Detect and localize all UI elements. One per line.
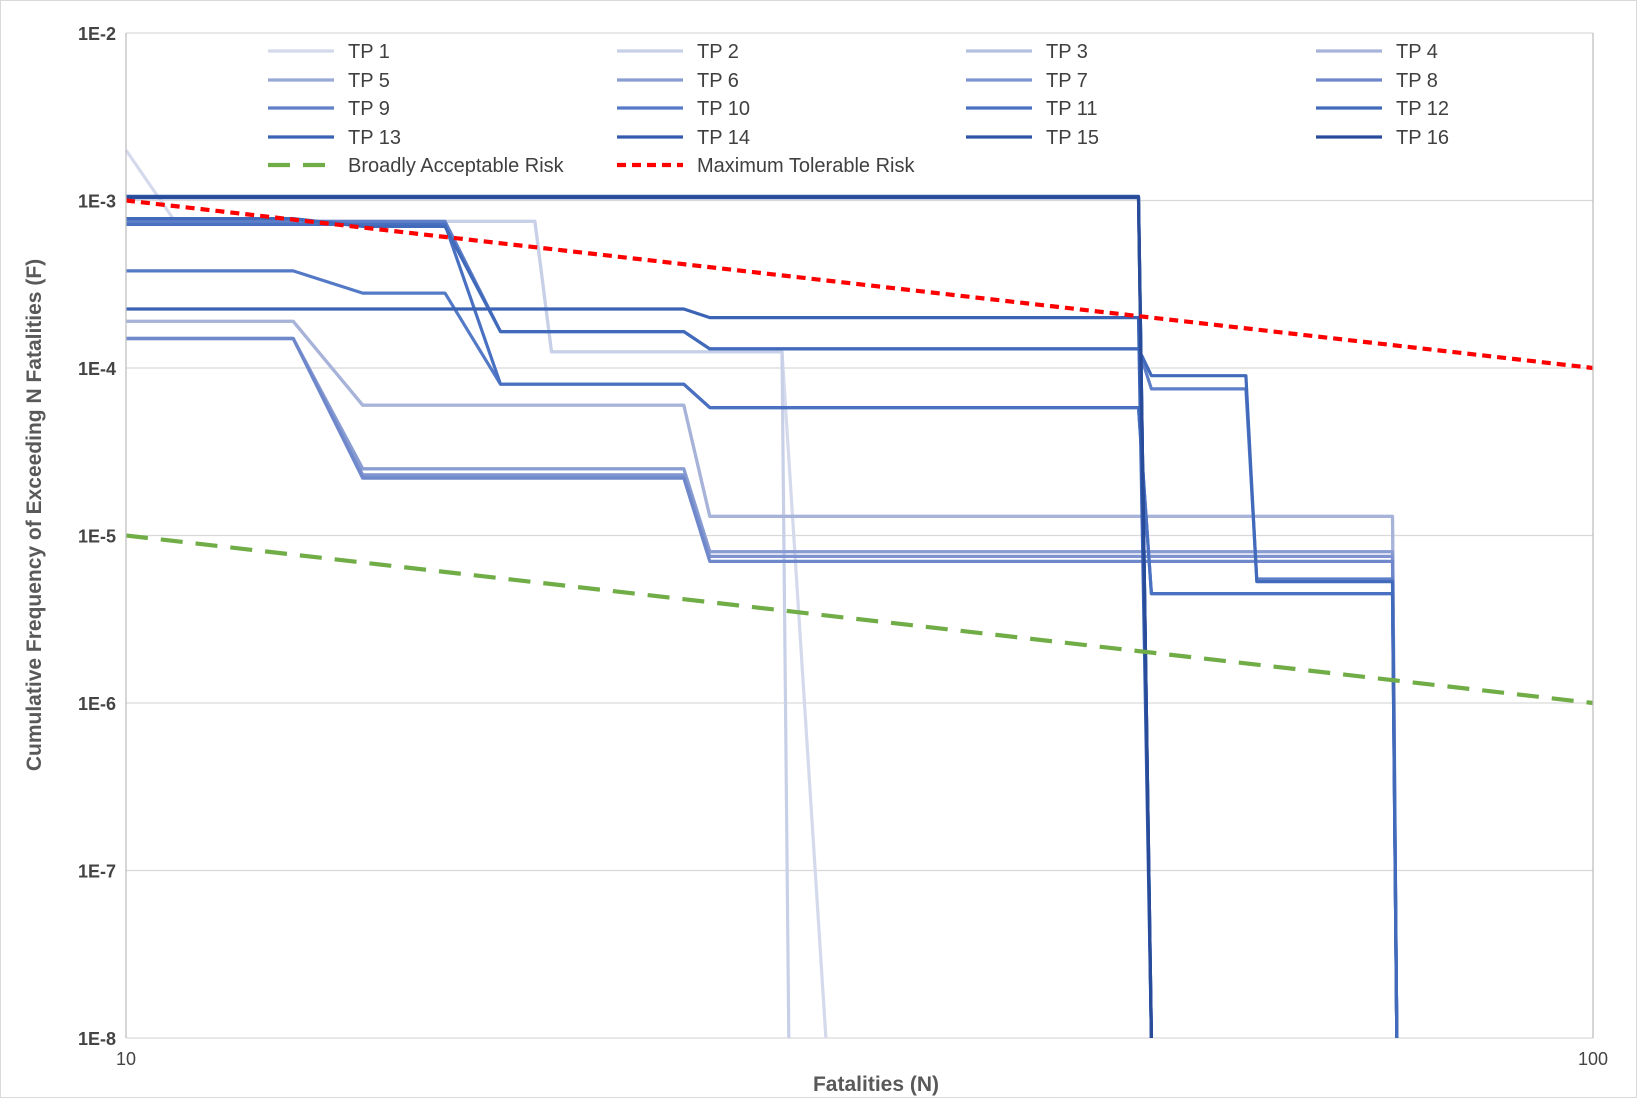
y-tick-label: 1E-6	[78, 694, 116, 714]
legend: TP 1 TP 2 TP 3 TP 4 TP 5 TP 6 TP 7 TP 8 TP 9 TP 1…	[268, 41, 1449, 177]
series-line-maximum-tolerable-risk	[125, 198, 1594, 371]
series-line-tp-12	[126, 217, 1399, 1039]
legend-label: TP 4	[1396, 41, 1438, 63]
series-line-tp-8	[126, 336, 1399, 1039]
legend-item-tp-1: TP 1	[268, 41, 390, 63]
x-tick-label: 10	[116, 1049, 136, 1069]
series-line-tp-11	[126, 222, 1399, 1039]
legend-label: Broadly Acceptable Risk	[348, 155, 565, 177]
axes: 1E-2 1E-3 1E-4 1E-5 1E-6 1E-7 1E-810 100	[78, 24, 1608, 1069]
series-line-tp-16	[126, 195, 1153, 1039]
legend-item-tp-7: TP 7	[966, 70, 1088, 92]
legend-label: TP 14	[697, 127, 750, 149]
legend-label: TP 5	[348, 70, 390, 92]
legend-item-tp-6: TP 6	[617, 70, 739, 92]
y-tick-label: 1E-2	[78, 24, 116, 44]
y-tick-label: 1E-7	[78, 862, 116, 882]
x-tick-label: 100	[1578, 1049, 1608, 1069]
series-line-tp-4	[126, 319, 1399, 1039]
legend-label: TP 7	[1046, 70, 1088, 92]
y-axis-title: Cumulative Frequency of Exceeding N Fata…	[23, 259, 46, 771]
legend-label: TP 6	[697, 70, 739, 92]
gridlines	[126, 32, 1593, 1039]
legend-label: TP 1	[348, 41, 390, 63]
legend-label: Maximum Tolerable Risk	[697, 155, 915, 177]
legend-label: TP 8	[1396, 70, 1438, 92]
x-axis-title: Fatalities (N)	[813, 1073, 939, 1096]
legend-item-tp-10: TP 10	[617, 98, 750, 120]
legend-item-tp-8: TP 8	[1316, 70, 1438, 92]
legend-item-broadly-acceptable-risk: Broadly Acceptable Risk	[268, 155, 565, 177]
legend-item-tp-4: TP 4	[1316, 41, 1438, 63]
series-line-broadly-acceptable-risk	[125, 533, 1594, 706]
legend-label: TP 16	[1396, 127, 1449, 149]
legend-item-tp-2: TP 2	[617, 41, 739, 63]
legend-item-tp-12: TP 12	[1316, 98, 1449, 120]
legend-item-tp-5: TP 5	[268, 70, 390, 92]
legend-item-tp-11: TP 11	[966, 98, 1098, 120]
legend-item-tp-14: TP 14	[617, 127, 750, 149]
y-tick-label: 1E-4	[78, 359, 116, 379]
legend-label: TP 2	[697, 41, 739, 63]
legend-label: TP 9	[348, 98, 390, 120]
legend-label: TP 13	[348, 127, 401, 149]
legend-label: TP 15	[1046, 127, 1099, 149]
legend-label: TP 12	[1396, 98, 1449, 120]
legend-item-tp-16: TP 16	[1316, 127, 1449, 149]
legend-item-tp-13: TP 13	[268, 127, 401, 149]
legend-item-tp-3: TP 3	[966, 41, 1088, 63]
legend-label: TP 10	[697, 98, 750, 120]
legend-item-tp-9: TP 9	[268, 98, 390, 120]
y-tick-label: 1E-8	[78, 1029, 116, 1049]
legend-item-tp-15: TP 15	[966, 127, 1099, 149]
legend-label: TP 3	[1046, 41, 1088, 63]
plot-series	[124, 149, 1594, 1039]
y-tick-label: 1E-5	[78, 527, 116, 547]
y-tick-label: 1E-3	[78, 192, 116, 212]
legend-item-maximum-tolerable-risk: Maximum Tolerable Risk	[617, 155, 915, 177]
legend-label: TP 11	[1046, 98, 1098, 120]
